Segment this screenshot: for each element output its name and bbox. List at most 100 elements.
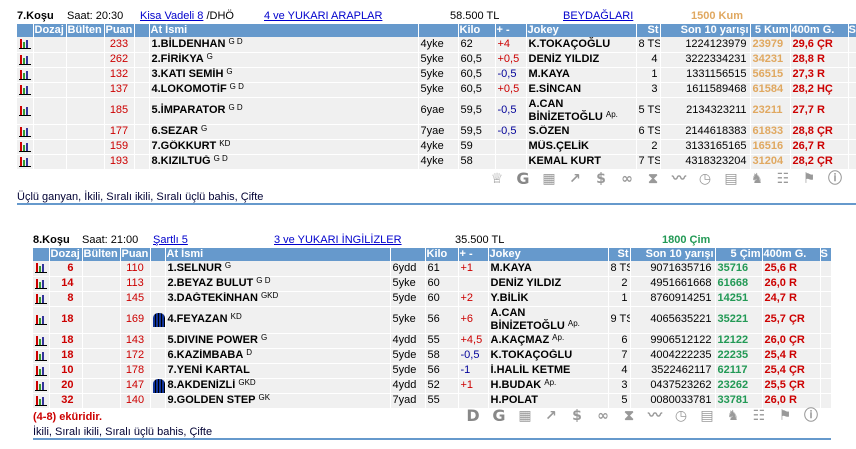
dollar-icon[interactable]: $ bbox=[572, 408, 582, 424]
jockey[interactable]: K.TOKAÇOĞLU bbox=[488, 348, 609, 364]
jockey[interactable]: A.CAN BİNİZETOĞLU Ap. bbox=[526, 97, 637, 125]
info-icon[interactable]: ⓘ bbox=[804, 408, 818, 424]
column-header[interactable]: Dozaj bbox=[33, 24, 67, 37]
race-condition-link[interactable]: 4 ve YUKARI ARAPLAR bbox=[264, 10, 383, 22]
trend-icon[interactable]: ↗ bbox=[569, 171, 581, 187]
jockey[interactable]: E.SİNCAN bbox=[526, 82, 637, 98]
stats-chart-button[interactable] bbox=[17, 154, 34, 170]
column-header[interactable]: At İsmi bbox=[149, 24, 419, 37]
horse-name[interactable]: 6.SEZAR G bbox=[149, 124, 419, 140]
table-row[interactable]: 10 178 7.YENİ KARTAL 5yde 56 -1 İ.HALİL KETME 4… bbox=[33, 363, 832, 379]
column-header[interactable]: Puan bbox=[104, 24, 135, 37]
horse-name[interactable]: 3.DAĞTEKİNHAN GKD bbox=[165, 291, 391, 307]
column-header[interactable]: Jokey bbox=[526, 24, 637, 37]
horse-name-link[interactable]: 5.DIVINE POWER bbox=[167, 334, 258, 346]
horse-name[interactable]: 2.BEYAZ BULUT G D bbox=[165, 276, 391, 292]
horse-name-link[interactable]: 7.YENİ KARTAL bbox=[167, 364, 250, 376]
stats-chart-button[interactable] bbox=[17, 124, 34, 140]
table-row[interactable]: 262 2.FİRİKYA G 5yke 60,5 +0,5 DENİZ YILDIZ 4 32… bbox=[17, 52, 856, 68]
people-icon[interactable]: ☷ bbox=[776, 171, 790, 187]
column-header[interactable]: + - bbox=[458, 248, 489, 261]
jockey-name[interactable]: K.TOKAÇOĞLU bbox=[490, 349, 573, 361]
stopwatch-icon[interactable]: ◷ bbox=[674, 408, 688, 424]
stats-chart-button[interactable] bbox=[17, 67, 34, 83]
line-chart-icon[interactable]: 〰 bbox=[648, 408, 662, 424]
horse-name[interactable]: 8.KIZILTUĞ G D bbox=[149, 154, 419, 170]
stats-chart-button[interactable] bbox=[17, 52, 34, 68]
horse-name-link[interactable]: 6.KAZİMBABA bbox=[167, 349, 244, 361]
column-header[interactable]: Kilo bbox=[425, 248, 459, 261]
binoculars-icon[interactable]: ∞ bbox=[597, 408, 609, 424]
hourglass-icon[interactable]: ⧗ bbox=[648, 171, 658, 187]
horse-name-link[interactable]: 4.LOKOMOTİF bbox=[151, 83, 227, 95]
horse-name-link[interactable]: 3.KATI SEMİH bbox=[151, 68, 224, 80]
hourglass-calc-icon[interactable]: ▦ bbox=[542, 171, 556, 187]
info-icon[interactable]: ⓘ bbox=[828, 171, 842, 187]
jockey[interactable]: KEMAL KURT bbox=[526, 154, 637, 170]
table-row[interactable]: 32 140 9.GOLDEN STEP GK 7yad 55 H.POLAT 5 008003… bbox=[33, 393, 832, 409]
stats-chart-button[interactable] bbox=[33, 378, 50, 394]
stats-chart-button[interactable] bbox=[17, 37, 34, 53]
dollar-icon[interactable]: $ bbox=[596, 171, 606, 187]
line-chart-icon[interactable]: 〰 bbox=[672, 171, 686, 187]
column-header[interactable]: Bülten bbox=[82, 248, 121, 261]
column-header[interactable]: Puan bbox=[120, 248, 151, 261]
column-header[interactable] bbox=[134, 24, 150, 37]
horse-name[interactable]: 4.LOKOMOTİF G D bbox=[149, 82, 419, 98]
jockey[interactable]: S.ÖZEN bbox=[526, 124, 637, 140]
horse-name-link[interactable]: 1.SELNUR bbox=[167, 261, 222, 274]
jockey[interactable]: A.KAÇMAZ Ap. bbox=[488, 333, 609, 349]
race-type-link[interactable]: Kisa Vadeli 8 bbox=[140, 10, 204, 22]
jockey[interactable]: A.CAN BİNİZETOĞLU Ap. bbox=[488, 306, 609, 334]
horse-name-link[interactable]: 8.AKDENİZLİ bbox=[167, 379, 236, 391]
jockey-name[interactable]: M.KAYA bbox=[490, 261, 532, 274]
column-header[interactable]: 400m G. bbox=[790, 24, 849, 37]
jockey[interactable]: Y.BİLİK bbox=[488, 291, 609, 307]
column-header[interactable]: Kilo bbox=[458, 24, 496, 37]
race-condition-link[interactable]: 3 ve YUKARI İNGİLİZLER bbox=[274, 234, 402, 246]
stats-chart-button[interactable] bbox=[17, 97, 34, 125]
column-header[interactable]: Son 10 yarışı bbox=[630, 248, 716, 261]
table-row[interactable]: 20 147 8.AKDENİZLİ GKD 4ydd 52 +1 H.BUDAK Ap. 3 04… bbox=[33, 378, 832, 394]
table-row[interactable]: 18 143 5.DIVINE POWER G 4ydd 55 +4,5 A.KAÇMAZ Ap… bbox=[33, 333, 832, 349]
g-icon[interactable]: G bbox=[516, 170, 530, 188]
horse-name-link[interactable]: 7.GÖKKURT bbox=[151, 140, 217, 152]
horse-name[interactable]: 5.DIVINE POWER G bbox=[165, 333, 391, 349]
table-row[interactable]: 193 8.KIZILTUĞ G D 4yke 58 KEMAL KURT 7 TS 4318… bbox=[17, 154, 856, 170]
horse-icon[interactable]: ♞ bbox=[750, 171, 764, 187]
horse-name-link[interactable]: 2.BEYAZ BULUT bbox=[167, 277, 254, 289]
column-header[interactable]: At İsmi bbox=[165, 248, 391, 261]
flag-icon[interactable]: ⚑ bbox=[802, 171, 816, 187]
jockey[interactable]: İ.HALİL KETME bbox=[488, 363, 609, 379]
jockey-name[interactable]: KEMAL KURT bbox=[528, 155, 602, 167]
jockey[interactable]: DENİZ YILDIZ bbox=[526, 52, 637, 68]
table-row[interactable]: 159 7.GÖKKURT KD 4yke 59 MÜS.ÇELİK 2 3133165165… bbox=[17, 139, 856, 155]
table-row[interactable]: 177 6.SEZAR G 7yae 59,5 -0,5 S.ÖZEN 6 TS 2144618… bbox=[17, 124, 856, 140]
jockey-name[interactable]: A.CAN BİNİZETOĞLU bbox=[490, 306, 565, 332]
jockey[interactable]: M.KAYA bbox=[488, 261, 609, 277]
column-header[interactable]: St bbox=[608, 248, 631, 261]
calculator-icon[interactable]: ▤ bbox=[700, 408, 714, 424]
horse-name-link[interactable]: 5.İMPARATOR bbox=[151, 104, 226, 116]
table-row[interactable]: 185 5.İMPARATOR G D 6yae 59,5 -0,5 A.CAN BİNİZ… bbox=[17, 97, 856, 125]
stats-chart-button[interactable] bbox=[17, 82, 34, 98]
column-header[interactable]: S bbox=[820, 248, 832, 261]
horse-name[interactable]: 9.GOLDEN STEP GK bbox=[165, 393, 391, 409]
horse-name[interactable]: 4.FEYAZAN KD bbox=[165, 306, 391, 334]
horse-name[interactable]: 2.FİRİKYA G bbox=[149, 52, 419, 68]
horse-name[interactable]: 5.İMPARATOR G D bbox=[149, 97, 419, 125]
horse-name[interactable]: 7.GÖKKURT KD bbox=[149, 139, 419, 155]
horse-name-link[interactable]: 3.DAĞTEKİNHAN bbox=[167, 292, 258, 304]
hourglass-calc-icon[interactable]: ▦ bbox=[518, 408, 532, 424]
horse-name-link[interactable]: 1.BİLDENHAN bbox=[151, 37, 226, 50]
stats-chart-button[interactable] bbox=[33, 348, 50, 364]
horse-name[interactable]: 8.AKDENİZLİ GKD bbox=[165, 378, 391, 394]
table-row[interactable]: 18 169 4.FEYAZAN KD 5yke 56 +6 A.CAN BİNİZETOĞL… bbox=[33, 306, 832, 334]
horse-name[interactable]: 1.SELNUR G bbox=[165, 261, 391, 277]
column-header[interactable] bbox=[150, 248, 166, 261]
column-header[interactable]: 400m G. bbox=[762, 248, 821, 261]
jockey-name[interactable]: A.CAN BİNİZETOĞLU bbox=[528, 97, 603, 123]
jockey-name[interactable]: H.BUDAK bbox=[490, 379, 542, 391]
jockey[interactable]: DENİZ YILDIZ bbox=[488, 276, 609, 292]
